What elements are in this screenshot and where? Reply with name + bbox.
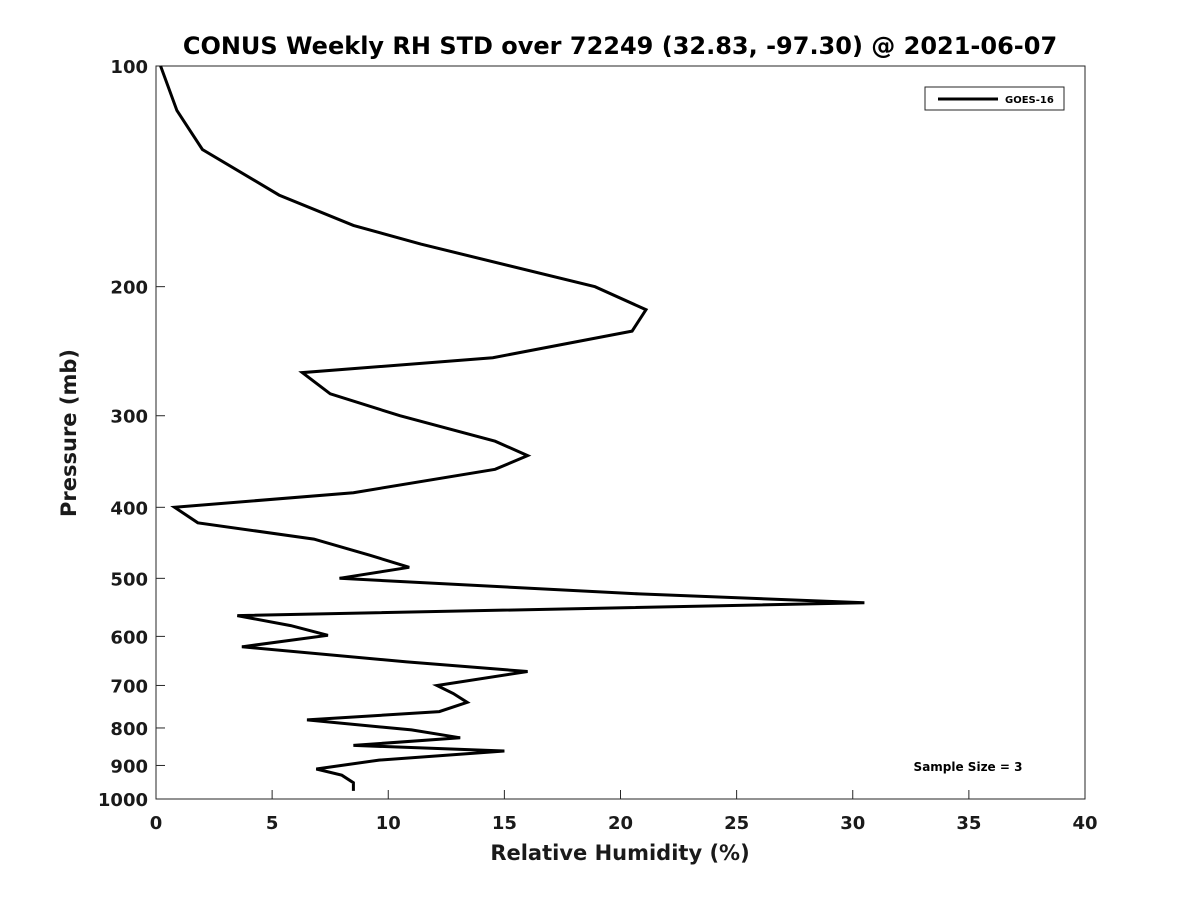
x-tick-label: 5: [266, 813, 279, 834]
series-line-goes-16: [159, 65, 865, 791]
x-tick-label: 35: [956, 813, 981, 834]
y-tick-label: 900: [110, 756, 148, 777]
legend-label-goes-16: GOES-16: [1005, 95, 1054, 106]
y-tick-label: 500: [110, 569, 148, 590]
x-tick-label: 0: [150, 813, 163, 834]
y-tick-label: 100: [110, 57, 148, 78]
y-tick-label: 600: [110, 627, 148, 648]
x-tick-label: 40: [1072, 813, 1097, 834]
y-axis-label: Pressure (mb): [57, 349, 81, 517]
x-axis-label: Relative Humidity (%): [490, 841, 749, 865]
x-axis-ticks: 0 5 10 15 20 25 30 35 40: [150, 790, 1098, 834]
legend: GOES-16: [924, 86, 1065, 111]
chart-title: CONUS Weekly RH STD over 72249 (32.83, -…: [183, 32, 1057, 60]
x-tick-label: 10: [376, 813, 401, 834]
sample-size-annotation: Sample Size = 3: [914, 760, 1023, 774]
y-tick-label: 700: [110, 676, 148, 697]
y-tick-label: 1000: [98, 790, 148, 811]
y-tick-label: 400: [110, 498, 148, 519]
x-tick-label: 25: [724, 813, 749, 834]
y-tick-label: 200: [110, 278, 148, 299]
series-layer: [159, 65, 865, 791]
x-tick-label: 15: [492, 813, 517, 834]
y-tick-label: 800: [110, 719, 148, 740]
y-axis-ticks: 100 200 300 400 500 600 700 800 900 1000: [98, 57, 165, 811]
x-tick-label: 30: [840, 813, 865, 834]
x-tick-label: 20: [608, 813, 633, 834]
y-tick-label: 300: [110, 407, 148, 428]
